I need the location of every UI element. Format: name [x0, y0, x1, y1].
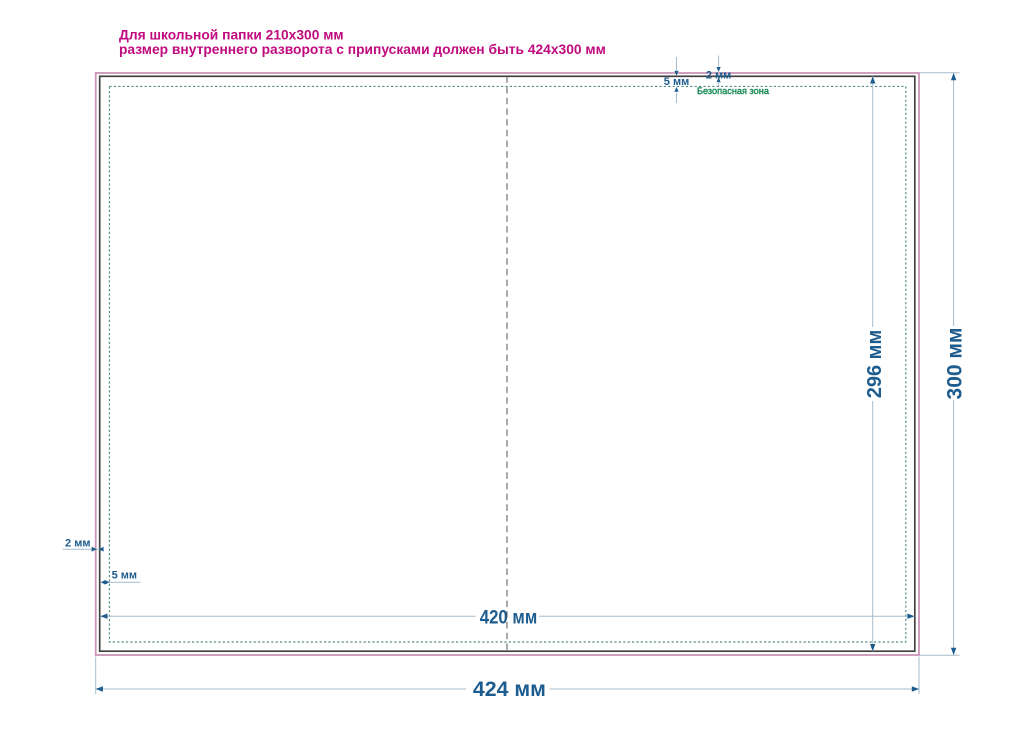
svg-text:Безопасная зона: Безопасная зона — [697, 86, 770, 96]
svg-text:424 мм: 424 мм — [473, 677, 546, 701]
svg-text:2 мм: 2 мм — [65, 538, 90, 550]
svg-text:Для школьной папки 210х300 мм: Для школьной папки 210х300 мм — [119, 28, 344, 43]
svg-text:2 мм: 2 мм — [706, 69, 731, 81]
svg-text:300 мм: 300 мм — [943, 328, 966, 400]
svg-text:296 мм: 296 мм — [864, 330, 886, 399]
svg-text:5 мм: 5 мм — [112, 570, 137, 582]
svg-text:420 мм: 420 мм — [480, 606, 538, 628]
svg-text:размер внутреннего разворота с: размер внутреннего разворота с припускам… — [119, 42, 606, 57]
svg-text:5 мм: 5 мм — [664, 76, 689, 88]
